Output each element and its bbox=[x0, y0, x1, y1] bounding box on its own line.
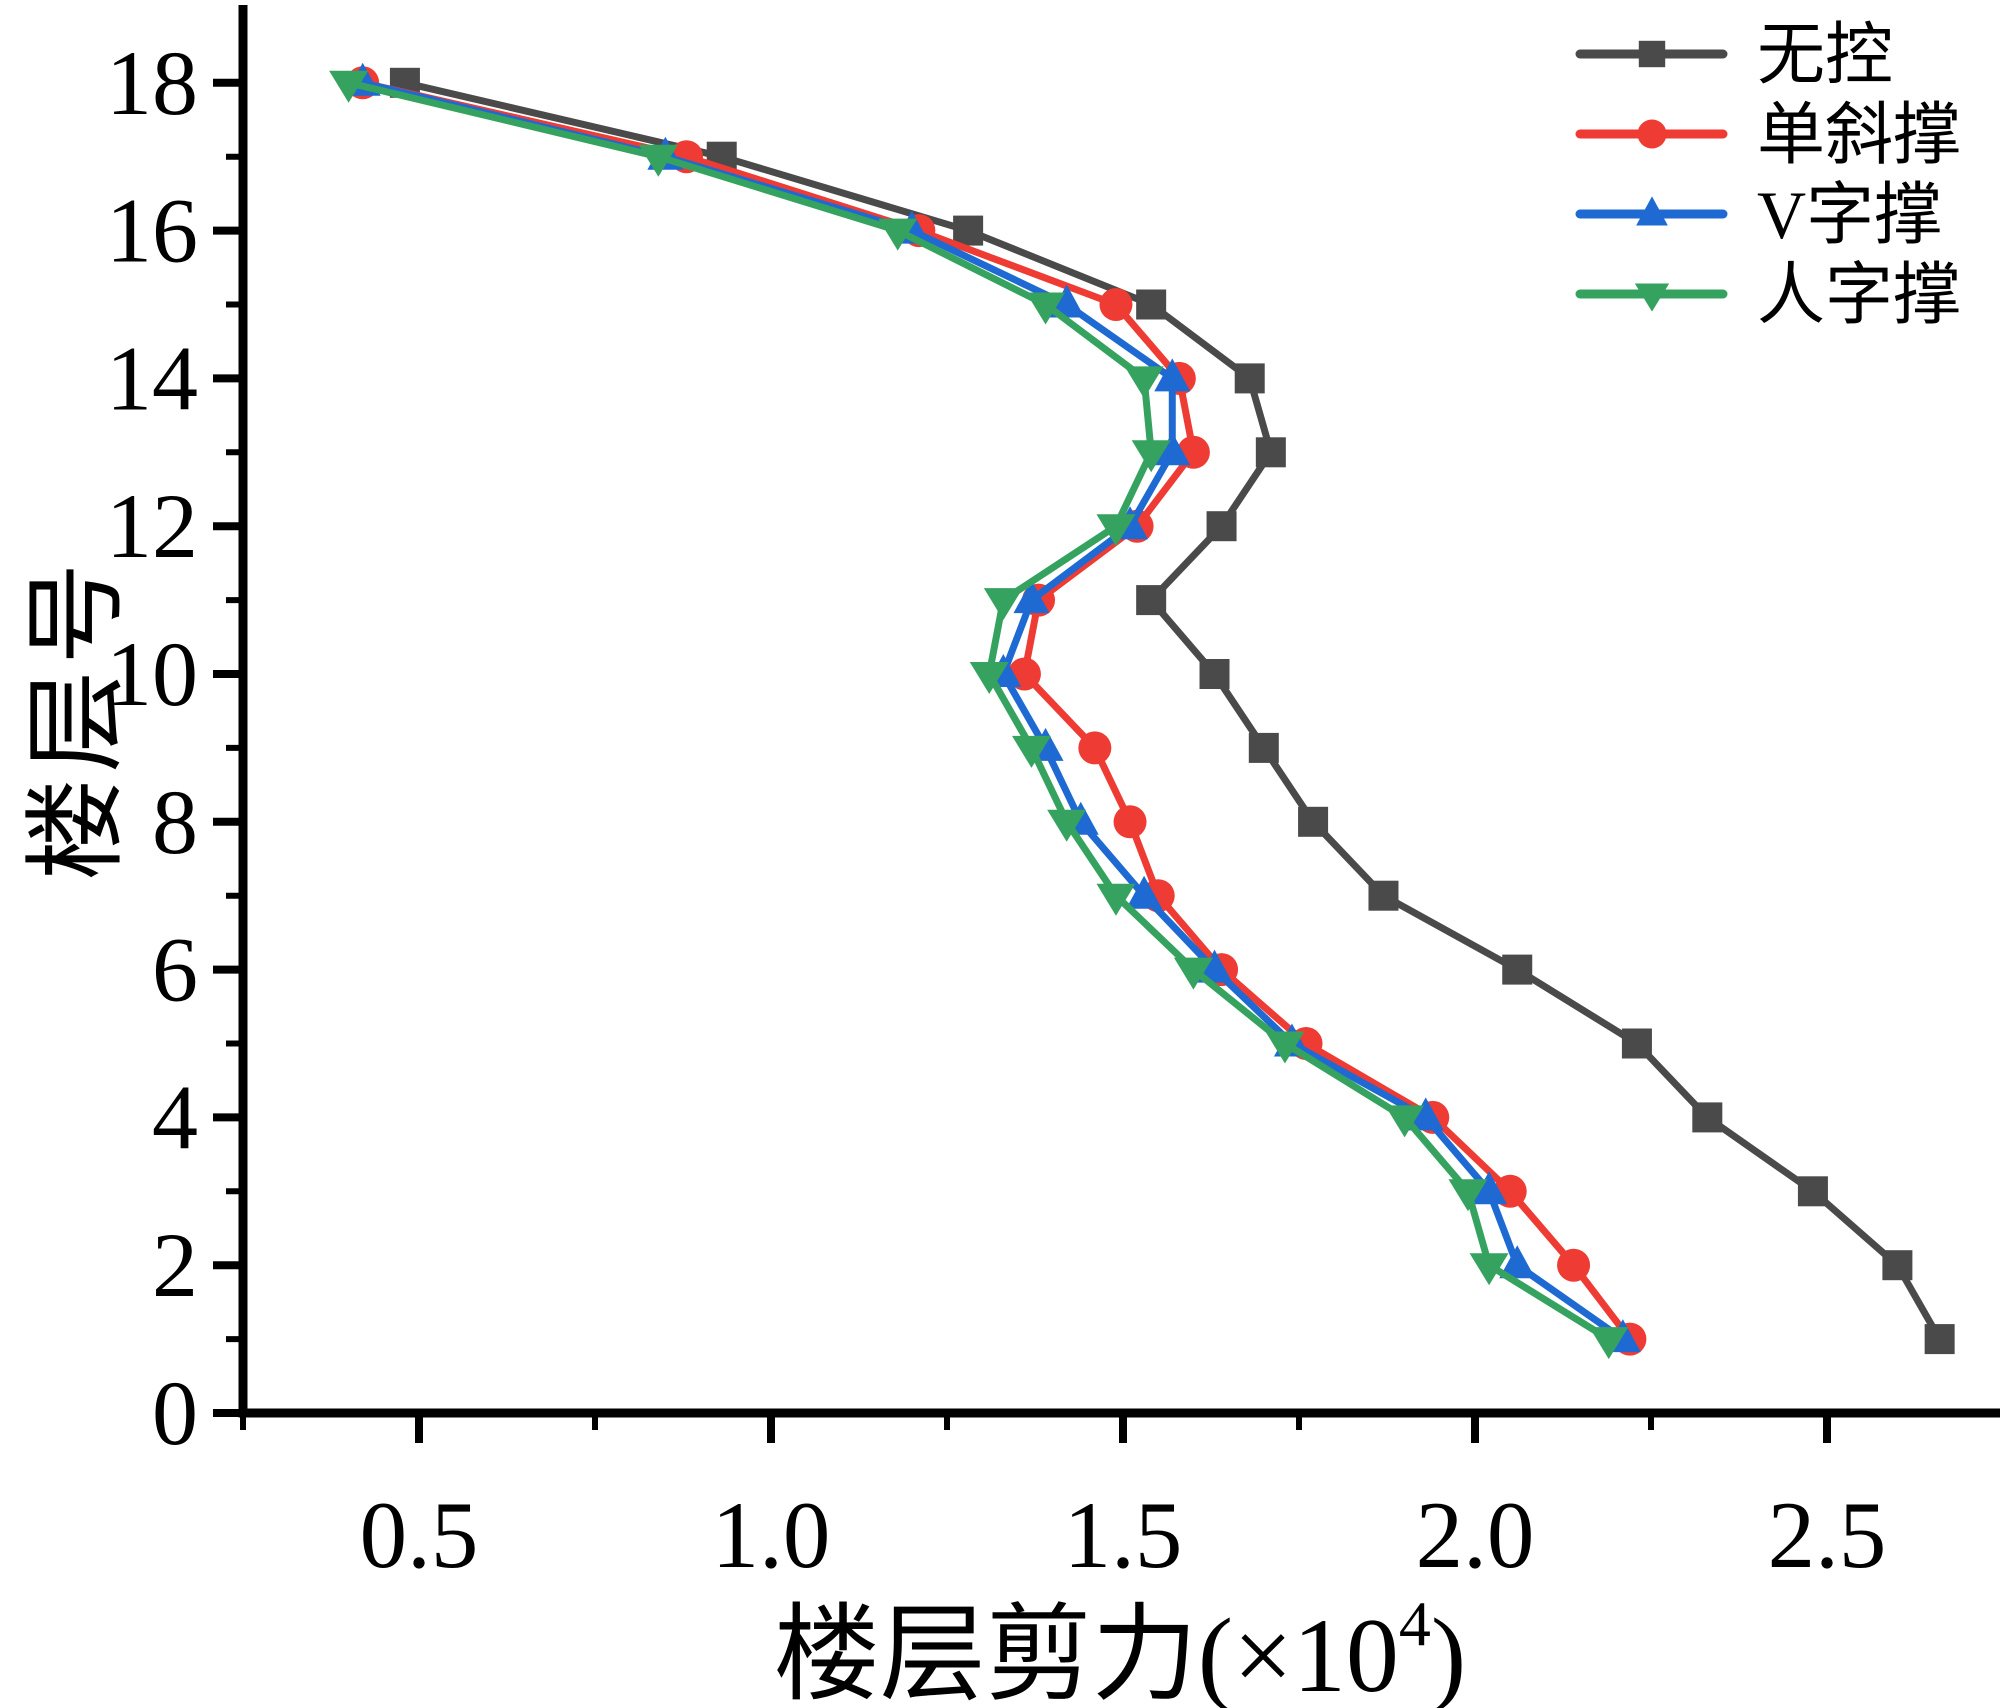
legend-circle-icon bbox=[1637, 119, 1667, 149]
series-line-square bbox=[401, 79, 1944, 1343]
triangle-down-marker bbox=[969, 662, 1009, 694]
x-tick-label: 1.0 bbox=[712, 1482, 831, 1588]
triangle-down-marker bbox=[1385, 1105, 1425, 1138]
y-tick-label: 12 bbox=[106, 475, 198, 577]
square-marker bbox=[1234, 363, 1265, 394]
triangle-down-marker bbox=[1173, 957, 1213, 990]
square-marker bbox=[1199, 659, 1230, 689]
square-marker bbox=[1136, 585, 1167, 616]
y-axis-title: 楼层号 bbox=[21, 556, 135, 881]
square-marker bbox=[953, 215, 984, 246]
square-marker bbox=[1368, 880, 1399, 911]
square-marker bbox=[1136, 289, 1167, 320]
series-line-triangle-down bbox=[345, 79, 1613, 1343]
axis-lines bbox=[238, 5, 2000, 1418]
triangle-up-marker bbox=[1013, 580, 1050, 614]
triangle-down-marker bbox=[1448, 1179, 1488, 1212]
triangle-down-marker bbox=[1096, 514, 1136, 547]
square-marker bbox=[1924, 1324, 1955, 1355]
x-tick-label: 2.0 bbox=[1416, 1482, 1535, 1588]
y-tick-label: 4 bbox=[152, 1066, 198, 1168]
triangle-down-marker bbox=[1131, 440, 1171, 473]
triangle-down-marker bbox=[1011, 735, 1051, 768]
square-marker bbox=[1882, 1250, 1913, 1281]
triangle-down-marker bbox=[1124, 366, 1164, 399]
y-tick-label: 10 bbox=[106, 623, 198, 725]
square-marker bbox=[1692, 1102, 1723, 1133]
triangle-down-marker bbox=[329, 70, 369, 103]
x-axis-title-text: 楼层剪力(×10 bbox=[773, 1597, 1399, 1708]
x-tick-label: 0.5 bbox=[360, 1482, 479, 1588]
triangle-up-marker bbox=[1154, 432, 1191, 466]
square-marker bbox=[1298, 806, 1329, 837]
legend-label: 无控 bbox=[1757, 17, 1893, 93]
x-tick-label: 2.5 bbox=[1768, 1482, 1887, 1588]
triangle-down-marker bbox=[1047, 809, 1087, 842]
y-tick-label: 18 bbox=[106, 32, 198, 134]
square-marker bbox=[1248, 732, 1279, 763]
square-marker bbox=[1206, 511, 1237, 542]
x-tick-label: 1.5 bbox=[1064, 1482, 1183, 1588]
x-axis-title-close: ) bbox=[1430, 1597, 1467, 1708]
y-tick-label: 0 bbox=[152, 1362, 198, 1464]
legend-triangle-up-icon bbox=[1636, 196, 1668, 226]
triangle-up-marker bbox=[1196, 949, 1233, 983]
triangle-up-marker bbox=[1471, 1171, 1508, 1205]
square-marker bbox=[1621, 1028, 1652, 1059]
triangle-down-marker bbox=[1026, 292, 1066, 325]
triangle-up-marker bbox=[1126, 875, 1163, 909]
legend-label: 人字撑 bbox=[1757, 257, 1961, 333]
x-axis-title-superscript: 4 bbox=[1398, 1588, 1431, 1659]
y-tick-label: 2 bbox=[152, 1214, 198, 1316]
square-marker bbox=[1797, 1176, 1828, 1207]
legend-label: V字撑 bbox=[1757, 177, 1942, 253]
y-tick-label: 14 bbox=[106, 327, 198, 429]
triangle-down-marker bbox=[1096, 883, 1136, 916]
triangle-down-marker bbox=[878, 218, 918, 251]
y-tick-label: 16 bbox=[106, 180, 198, 282]
circle-marker bbox=[1557, 1248, 1591, 1282]
circle-marker bbox=[1078, 731, 1112, 765]
y-tick-label: 6 bbox=[152, 919, 198, 1021]
legend-triangle-down-icon bbox=[1634, 283, 1670, 312]
triangle-up-marker bbox=[1154, 358, 1191, 392]
triangle-down-marker bbox=[1265, 1031, 1305, 1064]
triangle-down-marker bbox=[1469, 1253, 1509, 1286]
series-line-circle bbox=[359, 79, 1634, 1343]
triangle-up-marker bbox=[1499, 1245, 1536, 1279]
circle-marker bbox=[1099, 288, 1133, 321]
triangle-up-marker bbox=[1407, 1097, 1444, 1131]
triangle-down-marker bbox=[983, 588, 1023, 621]
legend-label: 单斜撑 bbox=[1757, 97, 1961, 173]
triangle-down-marker bbox=[638, 144, 678, 177]
x-axis-title: 楼层剪力(×104) bbox=[520, 1568, 1720, 1708]
legend-square-icon bbox=[1638, 40, 1666, 68]
y-tick-label: 8 bbox=[152, 771, 198, 873]
square-marker bbox=[1502, 954, 1533, 985]
triangle-down-marker bbox=[1589, 1327, 1629, 1360]
square-marker bbox=[1255, 437, 1286, 468]
circle-marker bbox=[1113, 805, 1147, 839]
